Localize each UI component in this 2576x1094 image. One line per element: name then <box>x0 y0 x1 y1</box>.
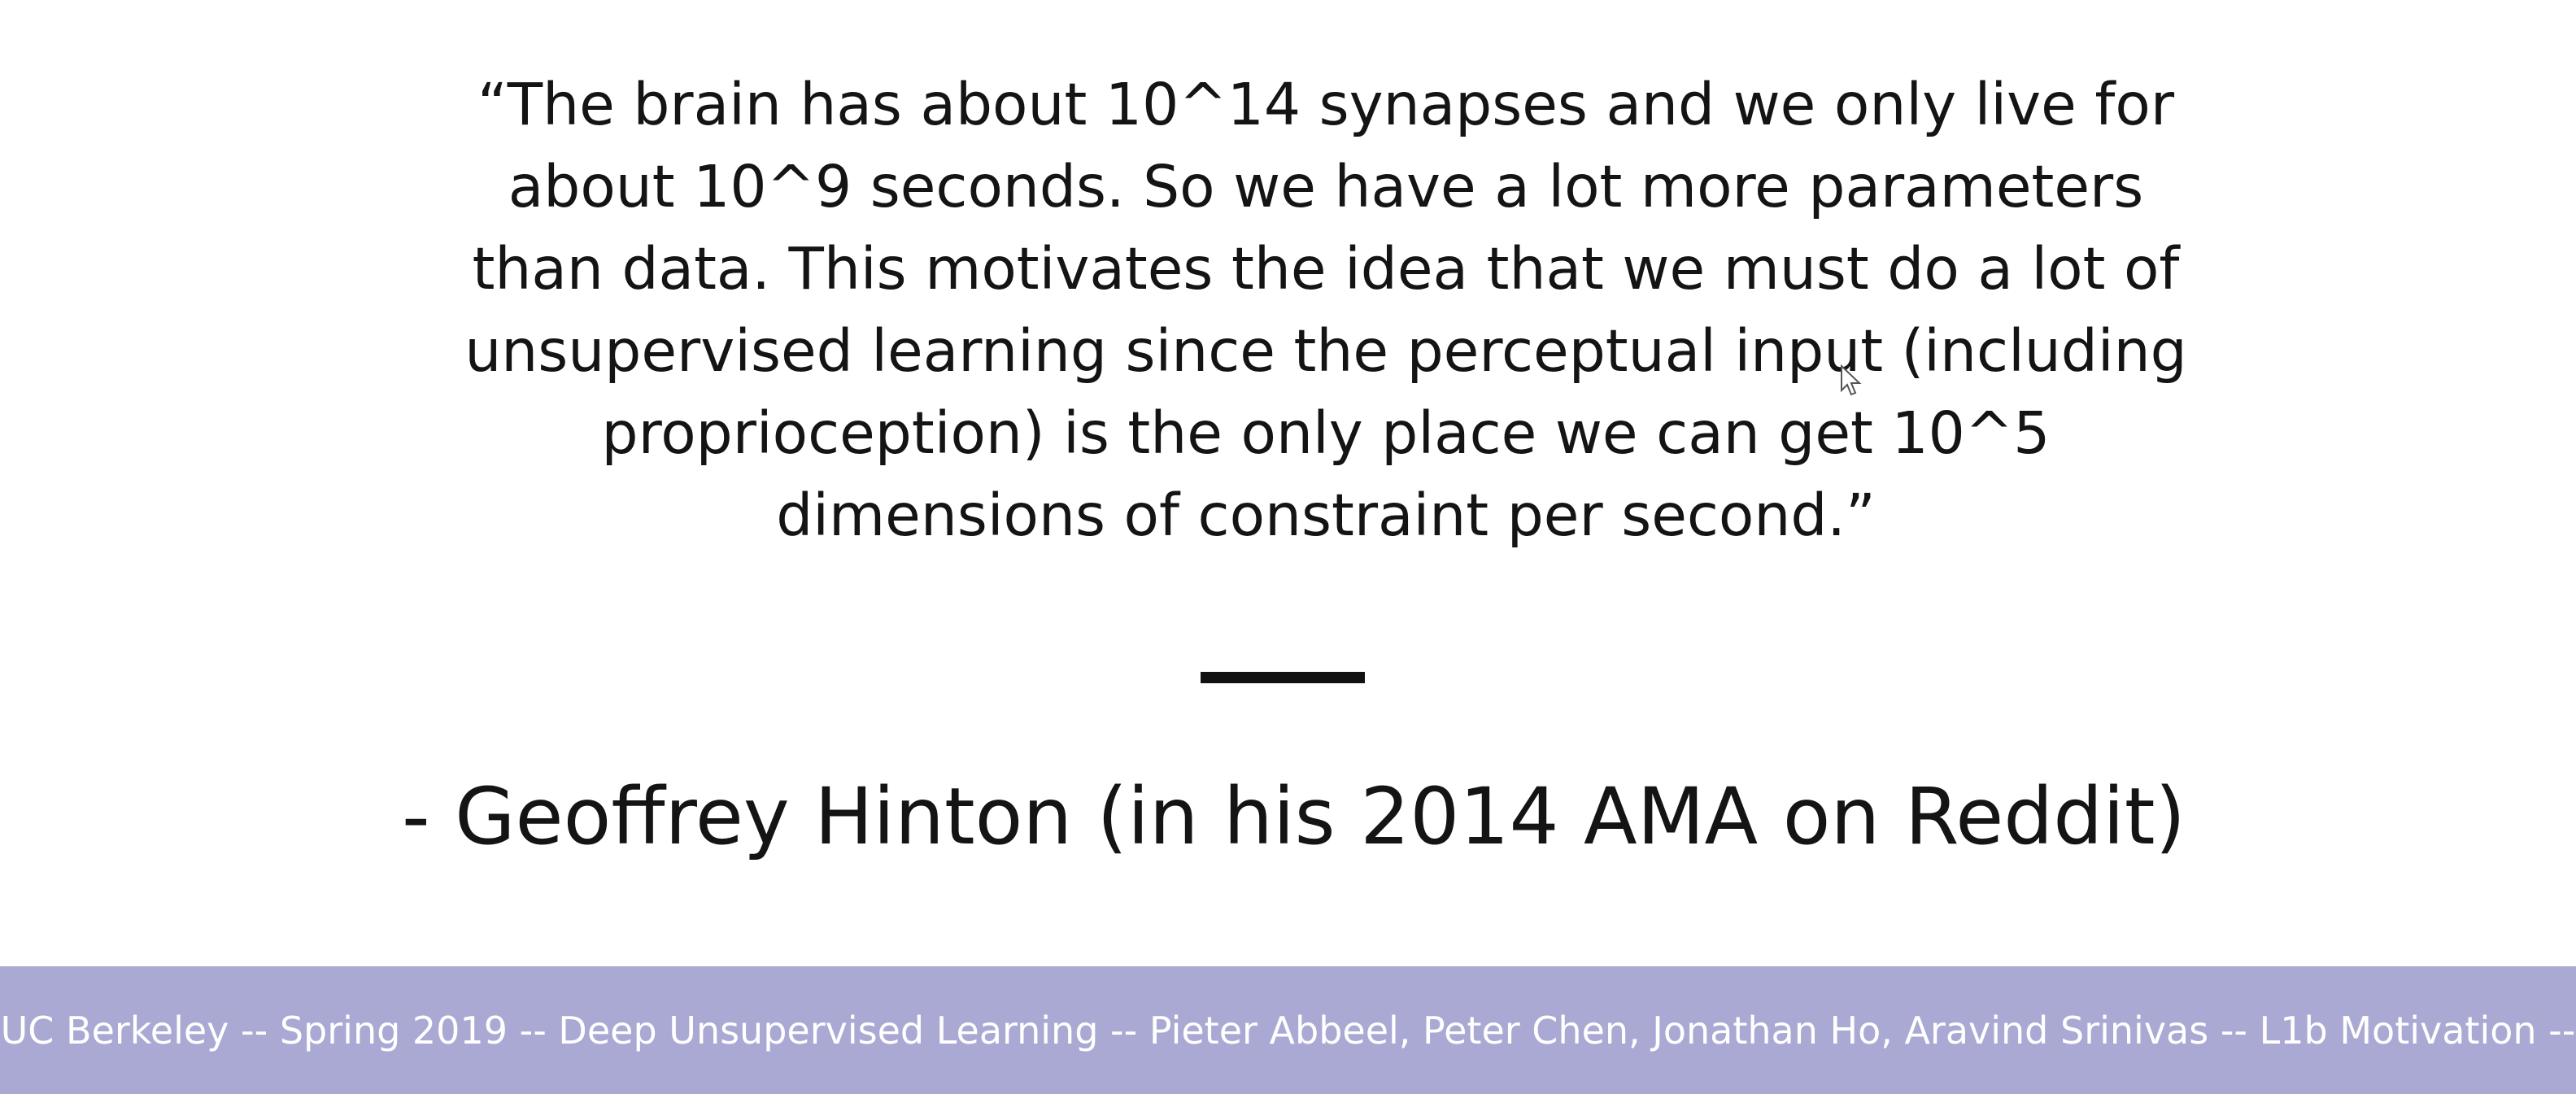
mouse-pointer-icon <box>1841 364 1862 396</box>
footer-text: UC Berkeley -- Spring 2019 -- Deep Unsup… <box>0 1008 2576 1053</box>
quote-attribution: - Geoffrey Hinton (in his 2014 AMA on Re… <box>402 771 2186 862</box>
divider-line <box>1201 672 1365 683</box>
hinton-quote: “The brain has about 10^14 synapses and … <box>464 71 2187 549</box>
slide-footer: UC Berkeley -- Spring 2019 -- Deep Unsup… <box>0 966 2576 1094</box>
